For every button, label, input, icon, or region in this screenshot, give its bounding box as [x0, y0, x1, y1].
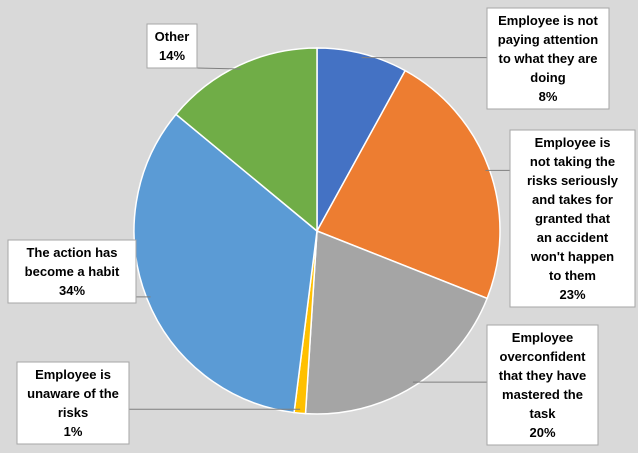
- slice-value-label-4: 34%: [59, 283, 85, 298]
- slice-label-1-line-2: risks seriously: [527, 173, 619, 188]
- callout-box-0: [486, 7, 610, 110]
- slice-label-1-line-6: won't happen: [530, 249, 614, 264]
- slice-label-1-line-3: and takes for: [532, 192, 613, 207]
- slice-label-1-line-7: to them: [549, 268, 596, 283]
- slice-label-0-line-0: Employee is not: [498, 13, 598, 28]
- slice-label-2-line-1: overconfident: [500, 349, 587, 364]
- slice-label-3-line-2: risks: [58, 405, 88, 420]
- callout-box-4: [7, 239, 137, 304]
- slice-label-1-line-4: granted that: [535, 211, 611, 226]
- slice-label-1-line-1: not taking the: [530, 154, 615, 169]
- slice-label-3-line-0: Employee is: [35, 367, 111, 382]
- pie-slice-5: [174, 47, 318, 233]
- slice-label-2-line-4: task: [529, 406, 556, 421]
- slice-label-3-line-1: unaware of the: [27, 386, 119, 401]
- slice-value-label-3: 1%: [64, 424, 83, 439]
- pie-slice-4: [133, 113, 318, 414]
- pie-slice-2: [304, 229, 489, 415]
- callout-leader-5: [196, 67, 241, 70]
- slice-label-1-line-5: an accident: [537, 230, 609, 245]
- slice-label-0-line-2: to what they are: [499, 51, 598, 66]
- slice-label-5-line-0: Other: [155, 29, 190, 44]
- callout-box-5: [146, 23, 198, 69]
- callout-box-3: [16, 361, 130, 445]
- pie-slices: [133, 47, 501, 415]
- pie-slice-0: [316, 47, 407, 232]
- slice-value-label-0: 8%: [539, 89, 558, 104]
- callout-box-1: [509, 129, 636, 308]
- pie-slice-1: [315, 69, 501, 300]
- slice-value-label-2: 20%: [529, 425, 555, 440]
- slice-label-1-line-0: Employee is: [535, 135, 611, 150]
- slice-label-2-line-0: Employee: [512, 330, 573, 345]
- slice-label-2-line-2: that they have: [499, 368, 586, 383]
- callouts: Employee is not paying attention to what t…: [7, 7, 636, 446]
- slice-label-4-line-1: become a habit: [25, 264, 120, 279]
- slice-value-label-5: 14%: [159, 48, 185, 63]
- slice-value-label-1: 23%: [559, 287, 585, 302]
- slice-label-4-line-0: The action has: [26, 245, 117, 260]
- callout-box-2: [486, 324, 599, 446]
- slice-label-0-line-3: doing: [530, 70, 565, 85]
- slice-label-2-line-3: mastered the: [502, 387, 583, 402]
- slice-label-0-line-1: paying attention: [498, 32, 598, 47]
